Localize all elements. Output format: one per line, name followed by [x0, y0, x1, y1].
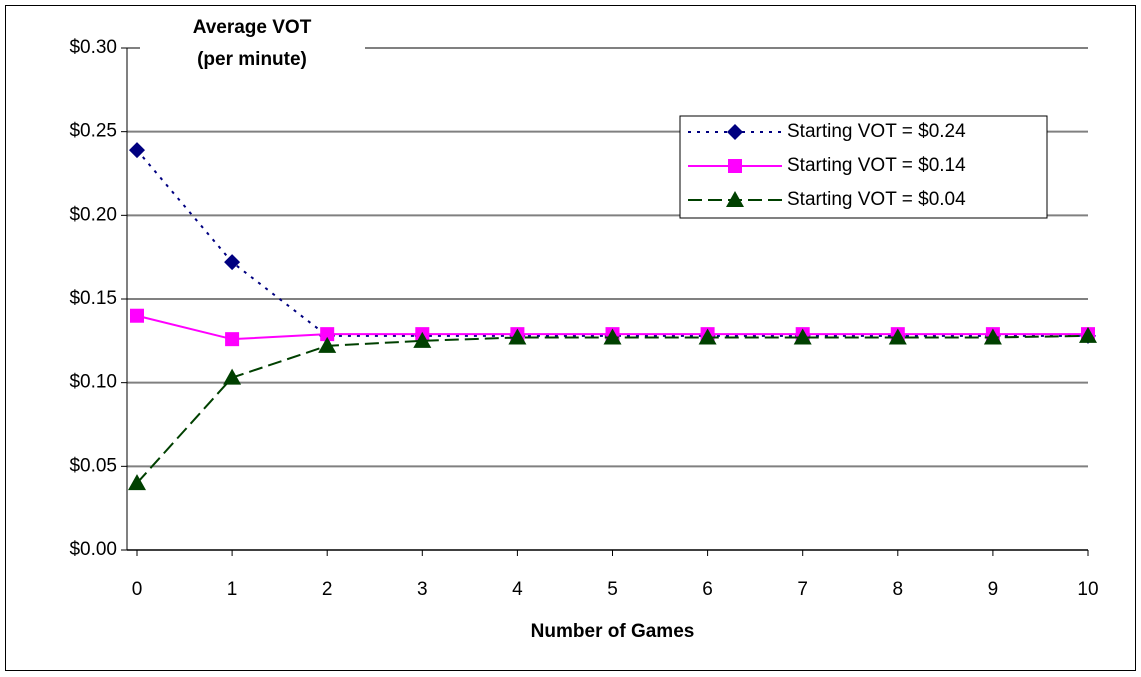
marker: [888, 328, 907, 345]
marker: [130, 308, 144, 323]
marker: [727, 124, 743, 140]
x-tick-label: 3: [417, 579, 428, 600]
y-axis-label: Average VOT: [193, 17, 312, 38]
x-tick-label: 2: [322, 579, 333, 600]
series-line: [136, 149, 1088, 337]
legend-label: Starting VOT = $0.24: [787, 121, 966, 142]
y-tick-label: $0.30: [69, 37, 117, 58]
marker: [224, 254, 241, 271]
y-tick-label: $0.00: [69, 539, 117, 560]
marker: [983, 328, 1002, 345]
x-tick-label: 6: [702, 579, 713, 600]
y-axis-label: (per minute): [197, 49, 307, 70]
marker: [508, 328, 527, 345]
marker: [318, 336, 337, 353]
x-tick-label: 8: [893, 579, 904, 600]
x-tick-label: 9: [988, 579, 999, 600]
y-label-box: [140, 12, 365, 76]
marker: [726, 191, 744, 207]
x-tick-label: 10: [1077, 579, 1098, 600]
marker: [128, 474, 146, 491]
x-tick-label: 7: [797, 579, 808, 600]
marker: [129, 142, 145, 159]
x-axis-label: Number of Games: [531, 621, 695, 642]
y-tick-label: $0.15: [69, 288, 117, 309]
y-tick-label: $0.10: [69, 372, 117, 393]
y-tick-label: $0.20: [69, 204, 117, 225]
legend-label: Starting VOT = $0.14: [787, 155, 966, 176]
x-tick-label: 0: [132, 579, 143, 600]
marker: [320, 327, 335, 342]
marker: [413, 331, 432, 348]
marker: [225, 332, 240, 347]
x-tick-label: 1: [227, 579, 238, 600]
marker: [698, 328, 717, 345]
marker: [728, 159, 742, 173]
legend-label: Starting VOT = $0.04: [787, 189, 966, 210]
marker: [1079, 326, 1097, 343]
marker: [223, 368, 242, 385]
y-tick-label: $0.05: [69, 455, 117, 476]
marker: [603, 328, 622, 345]
x-tick-label: 5: [607, 579, 618, 600]
y-tick-label: $0.25: [69, 121, 117, 142]
x-tick-label: 4: [512, 579, 523, 600]
marker: [793, 328, 812, 345]
